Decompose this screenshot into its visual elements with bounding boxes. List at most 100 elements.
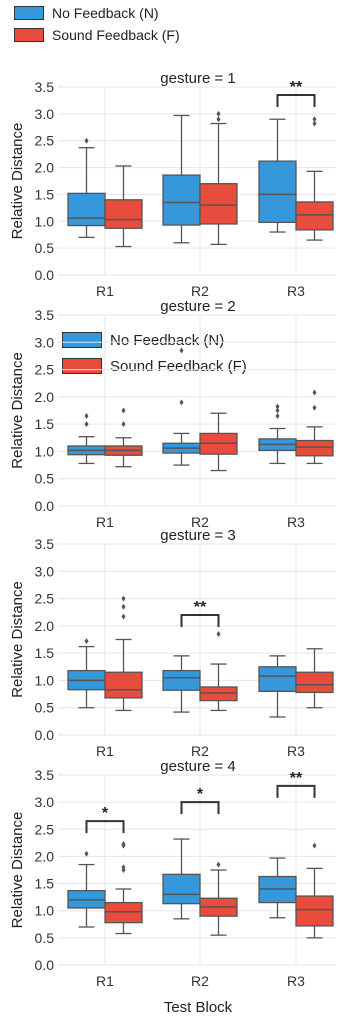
panel-title: gesture = 2 (160, 298, 235, 315)
panel-title: gesture = 1 (160, 70, 235, 87)
box-body (295, 895, 334, 927)
box-body (162, 174, 201, 226)
box-body (67, 192, 106, 227)
outlier-point (275, 407, 280, 414)
outlier-point (121, 603, 126, 610)
x-tick-label: R1 (96, 514, 114, 530)
y-tick-label: 3.5 (35, 536, 55, 552)
box-body (199, 686, 238, 702)
y-tick-label: 1.5 (35, 416, 55, 432)
box-no-feedback (67, 638, 106, 709)
y-tick-label: 1.0 (35, 672, 55, 688)
panel-2-legend-label-no-feedback: No Feedback (N) (110, 331, 225, 349)
top-legend: No Feedback (N) Sound Feedback (F) (14, 2, 180, 46)
box-sound-feedback (199, 412, 238, 472)
panel-2-legend: No Feedback (N) Sound Feedback (F) (62, 327, 247, 379)
y-tick-label: 2.5 (35, 133, 55, 149)
y-tick-label: 3.0 (35, 334, 55, 350)
y-tick-label: 2.0 (35, 160, 55, 176)
outlier-point (312, 842, 317, 849)
significance-bracket (276, 94, 316, 108)
outlier-point (312, 120, 317, 127)
outlier-point (84, 421, 89, 428)
significance-label: * (197, 786, 204, 803)
x-tick-label: R1 (96, 283, 114, 299)
box-sound-feedback (104, 165, 143, 248)
box-sound-feedback (199, 861, 238, 936)
y-tick-label: 0.5 (35, 930, 55, 946)
significance-bracket (85, 820, 125, 834)
box-sound-feedback (295, 389, 334, 465)
box-sound-feedback (104, 595, 143, 712)
legend-swatch-no-feedback (14, 6, 44, 20)
outlier-point (312, 389, 317, 396)
outlier-point (312, 404, 317, 411)
box-body (104, 199, 143, 229)
x-tick-label: R1 (96, 743, 114, 759)
y-tick-label: 2.0 (35, 618, 55, 634)
outlier-point (216, 116, 221, 123)
outlier-point (216, 861, 221, 868)
y-tick-label: 2.5 (35, 362, 55, 378)
y-tick-label: 2.5 (35, 591, 55, 607)
panel-title: gesture = 4 (160, 758, 235, 775)
box-no-feedback (258, 857, 297, 919)
significance-label: ** (194, 599, 207, 616)
box-no-feedback (258, 403, 297, 465)
y-tick-label: 3.5 (35, 307, 55, 323)
box-body (295, 201, 334, 231)
y-tick-label: 1.0 (35, 213, 55, 229)
significance-bracket (180, 613, 220, 627)
box-body (258, 666, 297, 692)
y-axis-label: Relative Distance (9, 812, 26, 929)
outlier-point (216, 110, 221, 117)
box-body (258, 160, 297, 224)
y-tick-label: 2.5 (35, 821, 55, 837)
y-tick-label: 0.0 (35, 957, 55, 973)
box-sound-feedback (295, 842, 334, 939)
significance-bracket (180, 801, 220, 815)
box-body (295, 671, 334, 694)
box-sound-feedback (199, 631, 238, 712)
y-tick-label: 0.0 (35, 498, 55, 514)
y-tick-label: 3.5 (35, 767, 55, 783)
box-no-feedback (67, 850, 106, 928)
y-tick-label: 0.5 (35, 700, 55, 716)
y-tick-label: 0.5 (35, 471, 55, 487)
significance-label: * (102, 805, 109, 822)
panel-2-legend-swatch-no-feedback (62, 332, 102, 348)
y-tick-label: 0.0 (35, 727, 55, 743)
box-no-feedback (162, 114, 201, 244)
outlier-point (121, 407, 126, 414)
legend-entry-no-feedback: No Feedback (N) (14, 2, 180, 24)
x-tick-label: R3 (287, 283, 305, 299)
y-axis-label: Relative Distance (9, 352, 26, 469)
outlier-point (84, 137, 89, 144)
panel-2-legend-label-sound-feedback: Sound Feedback (F) (110, 357, 247, 375)
outlier-point (275, 403, 280, 410)
outlier-point (84, 850, 89, 857)
panel-4: 0.0 0.5 1.0 1.5 2.0 2.5 3.0 3.5 gesture = 4 Relat… (9, 758, 336, 989)
panel-2: 0.0 0.5 1.0 1.5 2.0 2.5 3.0 3.5 gesture = 2 Relat… (9, 298, 336, 530)
x-tick-label: R2 (191, 514, 209, 530)
y-tick-label: 1.0 (35, 903, 55, 919)
y-axis-label: Relative Distance (9, 581, 26, 698)
box-sound-feedback (104, 407, 143, 468)
y-tick-label: 2.0 (35, 389, 55, 405)
outlier-point (121, 421, 126, 428)
box-sound-feedback (295, 648, 334, 709)
box-no-feedback (67, 412, 106, 465)
box-body (162, 669, 201, 691)
outlier-point (121, 613, 126, 620)
x-tick-label: R2 (191, 743, 209, 759)
outlier-point (312, 116, 317, 123)
outlier-point (179, 347, 184, 354)
box-body (162, 873, 201, 905)
panel-2-legend-entry-no-feedback: No Feedback (N) (62, 327, 247, 353)
outlier-point (121, 840, 126, 847)
y-tick-label: 2.0 (35, 848, 55, 864)
box-no-feedback (67, 137, 106, 239)
y-tick-label: 3.0 (35, 563, 55, 579)
y-tick-label: 1.5 (35, 645, 55, 661)
significance-label: ** (290, 79, 303, 96)
